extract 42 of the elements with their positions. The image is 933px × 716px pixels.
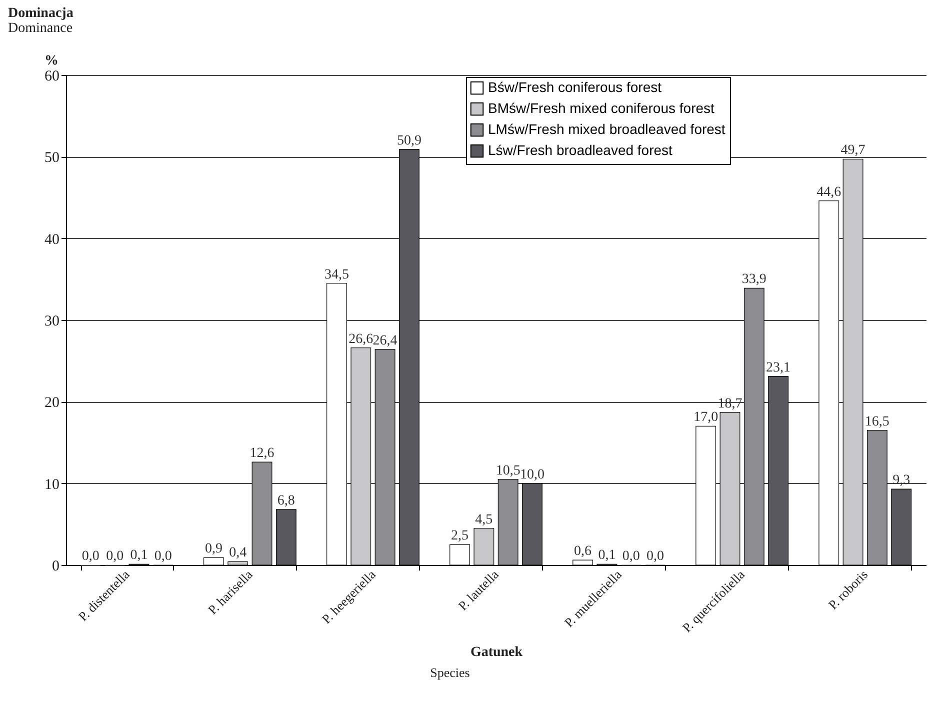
data-label: 0,0 [82,549,100,564]
text: Species [0,665,900,681]
data-label: 0,0 [622,549,640,564]
data-label: 34,5 [324,267,349,282]
data-label: 2,5 [451,528,469,544]
chart-subtitle: Dominance [8,21,73,36]
data-label: 17,0 [694,410,718,426]
legend-label: BMśw/Fresh mixed coniferous forest [488,100,715,116]
data-label: 16,5 [864,414,890,430]
data-label: 0,6 [574,544,592,560]
data-label: 26,6 [348,332,374,347]
data-label: 0,1 [130,548,148,564]
y-tick-label: 30 [44,314,60,330]
y-tick-label: 20 [44,395,60,412]
data-label: 0,9 [204,542,222,557]
y-tick-label: 40 [44,232,60,248]
y-tick-label: 0 [52,558,60,574]
data-label: 0,0 [154,549,172,564]
x-axis-title: Gatunek [470,645,523,660]
legend-label: Lśw/Fresh broadleaved forest [488,142,673,158]
y-axis-title: % [44,54,58,68]
data-label: 10,5 [496,463,520,478]
legend-label: Bśw/Fresh coniferous forest [488,79,662,95]
legend-label: LMśw/Fresh mixed broadleaved forest [488,121,726,137]
chart-title: Dominacja [8,6,74,21]
data-label: 6,8 [277,493,295,508]
data-label: 0,0 [646,549,664,564]
y-tick-label: 60 [44,68,60,84]
data-label: 44,6 [816,184,842,200]
data-label: 23,1 [766,360,791,376]
data-label: 0,1 [598,548,616,564]
y-tick-label: 10 [44,476,60,493]
data-label: 12,6 [250,446,274,462]
data-label: 33,9 [742,272,766,288]
data-label: 4,5 [475,512,493,528]
y-tick-label: 50 [44,150,60,166]
data-label: 50,9 [396,133,422,148]
data-label: 49,7 [840,143,866,158]
data-label: 26,4 [372,333,398,348]
data-label: 10,0 [520,467,544,482]
data-label: 0,4 [229,546,247,561]
data-label: 0,0 [106,549,124,564]
